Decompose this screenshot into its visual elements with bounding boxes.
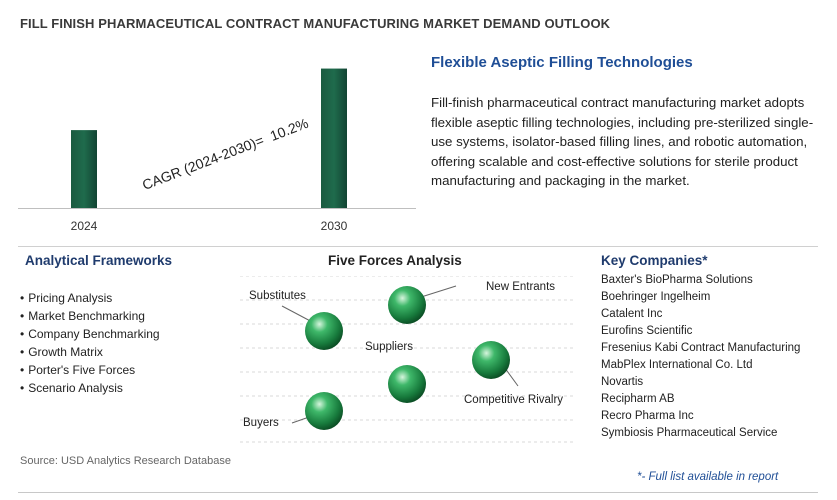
force-label-substitutes: Substitutes <box>249 290 306 302</box>
new-entrants-sphere-icon <box>388 286 426 324</box>
force-label-buyers: Buyers <box>243 417 279 429</box>
force-label-competitive-rivalry: Competitive Rivalry <box>464 394 564 406</box>
bar-chart: 2024 2030 CAGR (2024-2030)=10.2% <box>18 40 418 240</box>
description-text: Fill-finish pharmaceutical contract manu… <box>431 95 814 188</box>
companies-title: Key Companies* <box>601 253 708 268</box>
five-forces-diagram: Substitutes New Entrants Suppliers Compe… <box>238 275 578 444</box>
x-tick-label: 2030 <box>321 219 348 233</box>
company-item: Baxter's BioPharma Solutions <box>601 274 753 286</box>
framework-item: Pricing Analysis <box>20 289 160 307</box>
page-title: FILL FINISH PHARMACEUTICAL CONTRACT MANU… <box>20 16 611 31</box>
competitive-rivalry-sphere-icon <box>472 341 510 379</box>
bottom-divider <box>18 492 818 493</box>
description-title: Flexible Aseptic Filling Technologies <box>431 54 693 71</box>
suppliers-sphere-icon <box>388 365 426 403</box>
company-item: Catalent Inc <box>601 308 663 320</box>
company-item: MabPlex International Co. Ltd <box>601 359 753 371</box>
source-note: Source: USD Analytics Research Database <box>20 455 231 467</box>
companies-list: Baxter's BioPharma Solutions Boehringer … <box>601 272 800 442</box>
section-divider <box>18 246 818 247</box>
bar-2030 <box>321 68 347 208</box>
footnote: *- Full list available in report <box>637 471 779 483</box>
substitutes-sphere-icon <box>305 312 343 350</box>
force-label-suppliers: Suppliers <box>365 341 413 353</box>
framework-item: Market Benchmarking <box>20 307 160 325</box>
frameworks-list: Pricing Analysis Market Benchmarking Com… <box>20 289 160 397</box>
x-tick-label: 2024 <box>71 219 98 233</box>
bar-2024 <box>71 130 97 208</box>
framework-item: Company Benchmarking <box>20 325 159 343</box>
buyers-sphere-icon <box>305 392 343 430</box>
five-forces-title: Five Forces Analysis <box>328 253 462 268</box>
company-item: Symbiosis Pharmaceutical Service <box>601 427 778 439</box>
company-item: Recro Pharma Inc <box>601 410 694 422</box>
framework-item: Growth Matrix <box>20 343 160 361</box>
framework-item: Porter's Five Forces <box>20 361 160 379</box>
bar-chart-svg: 2024 2030 <box>18 68 416 233</box>
frameworks-title: Analytical Frameworks <box>25 253 173 268</box>
company-item: Novartis <box>601 376 644 388</box>
company-item: Boehringer Ingelheim <box>601 291 711 303</box>
five-forces-graphic <box>240 275 576 443</box>
company-item: Eurofins Scientific <box>601 325 693 337</box>
company-item: Fresenius Kabi Contract Manufacturing <box>601 342 801 354</box>
force-label-new-entrants: New Entrants <box>486 281 556 293</box>
company-item: Recipharm AB <box>601 393 675 405</box>
framework-item: Scenario Analysis <box>20 379 160 397</box>
